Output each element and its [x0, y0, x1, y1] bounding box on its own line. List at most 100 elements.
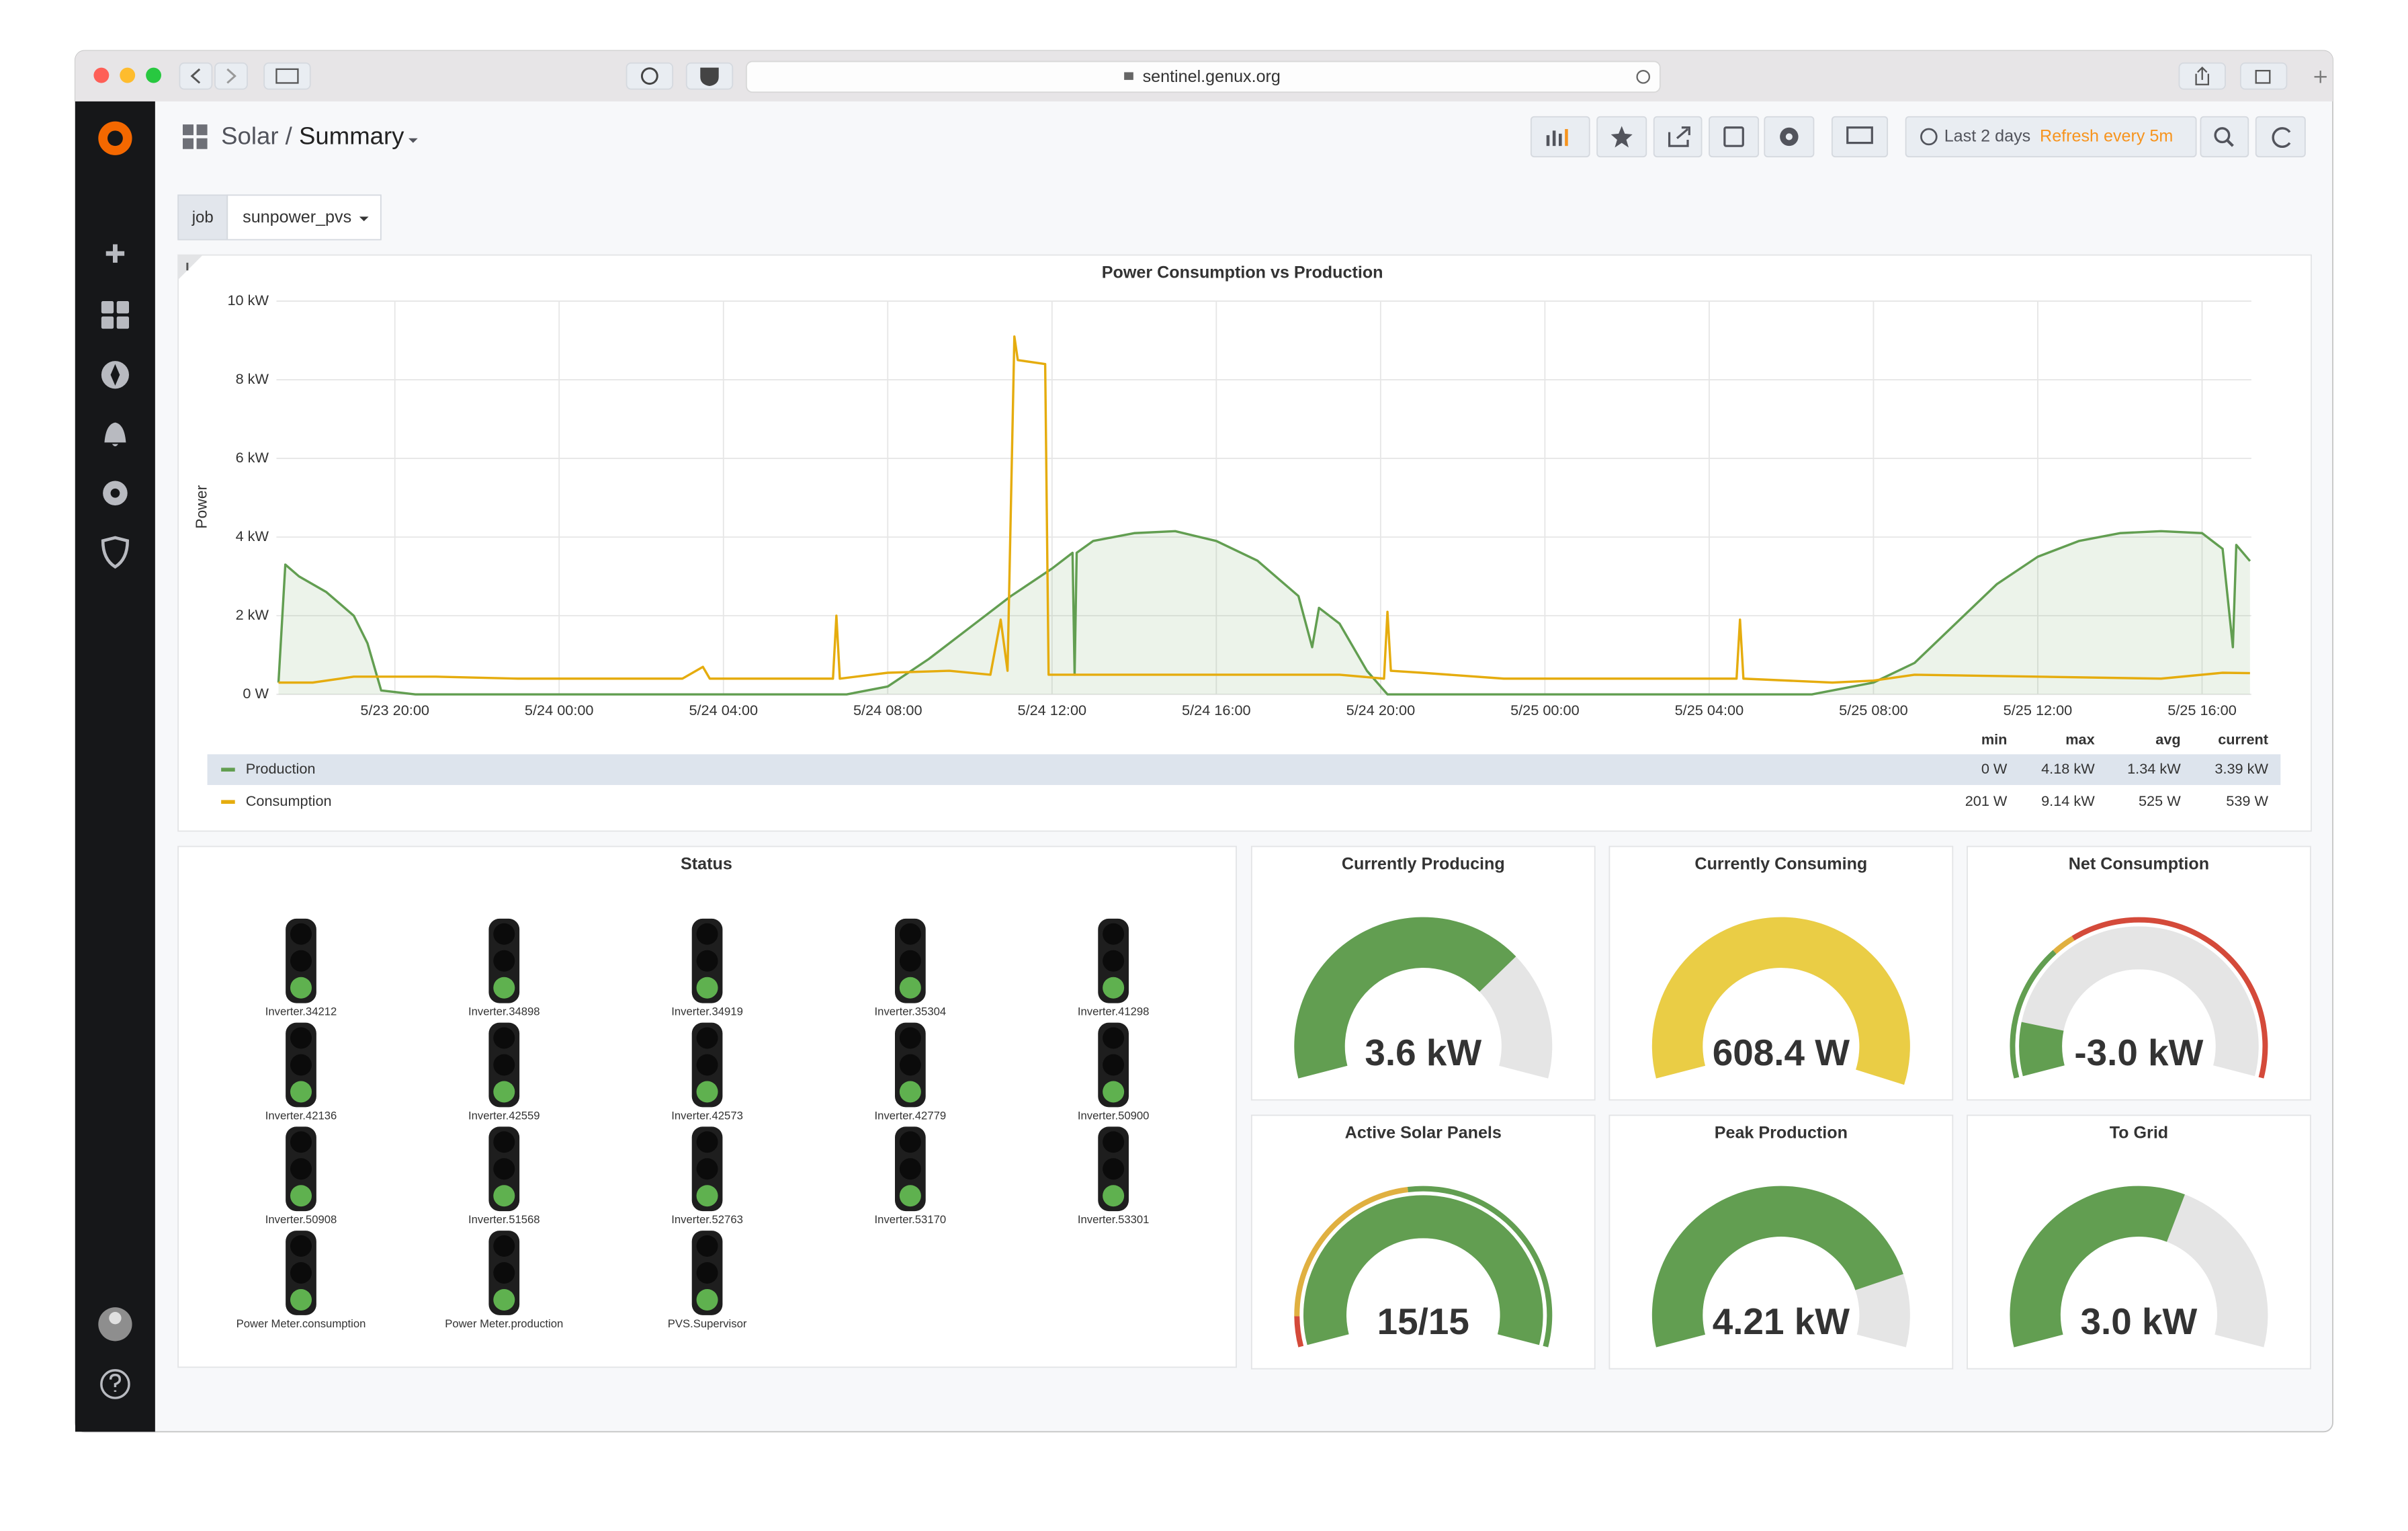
- reload-icon[interactable]: [1636, 70, 1650, 84]
- grafana-logo-inner: [108, 130, 123, 147]
- x-tick-label: 5/25 04:00: [1675, 702, 1744, 718]
- light-on: [696, 1288, 718, 1311]
- refresh-interval: Refresh every 5m: [2040, 126, 2173, 145]
- tv-mode-button[interactable]: [1831, 116, 1889, 158]
- variable-dropdown[interactable]: [226, 194, 382, 241]
- gauge-value: 608.4 W: [1713, 1032, 1850, 1073]
- light-off: [493, 1054, 515, 1076]
- gauge-fill: [1651, 917, 1910, 1085]
- legend-name[interactable]: Consumption: [246, 792, 332, 809]
- add-panel-icon: [1546, 129, 1568, 147]
- breadcrumb[interactable]: Solar / Summary: [221, 122, 404, 149]
- new-tab-icon[interactable]: [2314, 71, 2327, 83]
- light-on: [493, 1288, 515, 1311]
- light-off: [290, 1235, 312, 1257]
- gauge-track: [2019, 926, 2259, 1077]
- forward-icon: [226, 68, 236, 84]
- y-tick-label: 8 kW: [236, 370, 269, 387]
- x-tick-label: 5/24 20:00: [1346, 702, 1416, 718]
- server-admin-icon[interactable]: [101, 536, 130, 569]
- help-icon[interactable]: [100, 1369, 130, 1399]
- light-off: [899, 1158, 921, 1180]
- close-button[interactable]: [93, 67, 110, 83]
- legend-column-header[interactable]: max: [2065, 731, 2094, 747]
- status-label: Inverter.42136: [265, 1109, 337, 1122]
- x-tick-label: 5/25 16:00: [2167, 702, 2237, 718]
- lock-icon: [1124, 72, 1133, 80]
- tabs-icon: [2255, 70, 2271, 84]
- light-off: [899, 950, 921, 972]
- dashboard-title[interactable]: Summary: [299, 122, 404, 149]
- alerting-icon[interactable]: [104, 422, 126, 447]
- ublock-icon: [700, 67, 719, 87]
- legend-row-highlight: [207, 754, 2281, 786]
- light-off: [290, 1027, 312, 1049]
- address-bar[interactable]: [745, 60, 1661, 93]
- dashboard-icon: [183, 124, 208, 149]
- legend-column-header[interactable]: min: [1981, 731, 2008, 747]
- light-off: [696, 950, 718, 972]
- clock-icon: [1920, 128, 1938, 146]
- series-line: [277, 530, 2251, 696]
- folder-name[interactable]: Solar: [221, 122, 278, 149]
- time-picker[interactable]: [1905, 116, 2197, 158]
- light-off: [696, 1027, 718, 1049]
- light-on: [1103, 1185, 1125, 1207]
- create-icon[interactable]: [105, 244, 125, 263]
- light-off: [696, 1054, 718, 1076]
- back-button[interactable]: [179, 62, 213, 90]
- zoom-out-button[interactable]: [2200, 116, 2249, 158]
- light-off: [1103, 1027, 1125, 1049]
- dashboards-icon[interactable]: [101, 301, 129, 329]
- legend-name[interactable]: Production: [246, 760, 316, 777]
- zoom-button[interactable]: [146, 67, 161, 83]
- x-tick-label: 5/24 08:00: [853, 702, 922, 718]
- light-off: [493, 1027, 515, 1049]
- sidebar-button[interactable]: [263, 62, 311, 90]
- light-on: [290, 1081, 312, 1103]
- legend-column-header[interactable]: current: [2218, 731, 2268, 747]
- time-range: Last 2 days: [1944, 126, 2031, 145]
- legend-column-header[interactable]: avg: [2155, 731, 2180, 747]
- variable-caret: [359, 216, 369, 222]
- minimize-button[interactable]: [120, 67, 136, 83]
- gauge-title: Active Solar Panels: [1345, 1124, 1502, 1143]
- threshold-arc: [2053, 936, 2075, 954]
- status-label: Inverter.51568: [468, 1213, 540, 1226]
- settings-icon-hole: [1785, 133, 1793, 140]
- refresh-icon: [2272, 127, 2291, 148]
- zoom-out-handle: [2225, 138, 2234, 147]
- refresh-button[interactable]: [2255, 116, 2306, 158]
- url: sentinel.genux.org: [1143, 67, 1281, 86]
- forward-button[interactable]: [214, 62, 248, 90]
- light-on: [493, 1081, 515, 1103]
- legend-value: 539 W: [2226, 792, 2268, 809]
- light-off: [290, 1158, 312, 1180]
- light-off: [1103, 923, 1125, 945]
- status-label: Inverter.53170: [875, 1213, 947, 1226]
- series-line: [278, 335, 2250, 684]
- extension-button[interactable]: [626, 62, 674, 90]
- y-tick-label: 4 kW: [236, 528, 269, 544]
- light-off: [493, 1158, 515, 1180]
- gauge-title: To Grid: [2110, 1124, 2168, 1143]
- graph-area: 0 W 2 kW 4 kW 6 kW 8 kW 10 kW 5/23 20:00 5/24 0…: [207, 292, 2281, 809]
- zoom-out-icon: [2214, 127, 2231, 144]
- share-dashboard-icon: [1668, 126, 1690, 147]
- light-off: [1103, 1158, 1125, 1180]
- legend-value: 0 W: [1981, 760, 2008, 777]
- save-button[interactable]: [1709, 116, 1760, 158]
- light-on: [899, 977, 921, 999]
- status-label: Power Meter.production: [445, 1317, 563, 1330]
- tabs-button[interactable]: [2239, 62, 2288, 90]
- gauge-title: Currently Producing: [1342, 855, 1505, 874]
- light-on: [1103, 1081, 1125, 1103]
- x-tick-label: 5/25 12:00: [2004, 702, 2073, 718]
- extension-icon: [640, 67, 658, 85]
- gauge-fill: [1303, 1195, 1543, 1346]
- light-on: [696, 1185, 718, 1207]
- variable-value[interactable]: sunpower_pvs: [243, 208, 351, 226]
- light-off: [696, 1158, 718, 1180]
